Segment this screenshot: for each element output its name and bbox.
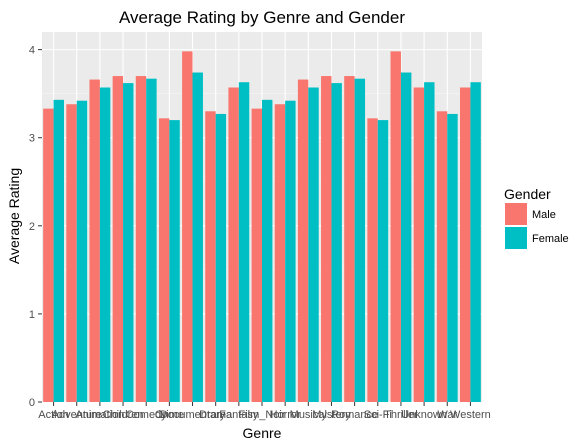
bar-female-film_noir — [262, 99, 273, 402]
x-tick-label: Fantasy — [219, 409, 259, 421]
bar-female-action — [53, 99, 64, 402]
bar-female-horror — [285, 100, 296, 402]
bar-female-crime — [169, 120, 180, 402]
bar-male-drama — [205, 111, 216, 403]
bars — [43, 51, 481, 403]
y-tick-label: 2 — [29, 221, 35, 233]
bar-female-children — [123, 83, 134, 402]
bar-female-war — [447, 113, 458, 402]
bar-male-romance — [344, 76, 355, 403]
legend: Gender Male Female — [504, 186, 569, 249]
legend-label-female: Female — [532, 233, 569, 245]
bar-female-musical — [308, 87, 319, 402]
bar-male-fantasy — [228, 87, 239, 402]
x-tick-label: War — [437, 409, 457, 421]
x-tick-label: Horror — [270, 409, 302, 421]
bar-female-western — [470, 82, 481, 402]
bar-male-sci-fi — [367, 118, 378, 402]
bar-male-war — [436, 111, 448, 403]
chart-title: Average Rating by Genre and Gender — [119, 8, 405, 27]
bar-female-drama — [215, 113, 227, 402]
bar-male-comedy — [135, 76, 147, 403]
y-tick-label: 1 — [29, 309, 35, 321]
x-tick-label: Romance — [331, 409, 378, 421]
bar-female-comedy — [146, 78, 157, 402]
bar-female-sci-fi — [377, 120, 389, 402]
y-axis: 0 1 2 3 4 — [29, 45, 42, 409]
bar-male-animation — [89, 79, 100, 403]
bar-male-horror — [274, 104, 286, 402]
bar-female-adventure — [76, 100, 88, 402]
y-tick-label: 4 — [29, 45, 35, 57]
bar-female-fantasy — [238, 82, 250, 402]
x-tick-label: Action — [38, 409, 69, 421]
bar-male-thriller — [390, 51, 401, 402]
x-tick-label: Adventure — [52, 409, 102, 421]
bar-male-musical — [297, 79, 309, 403]
bar-male-children — [112, 76, 124, 403]
x-tick-label: Sci-Fi — [364, 409, 392, 421]
bar-male-crime — [158, 118, 170, 402]
y-axis-title: Average Rating — [6, 168, 22, 264]
x-tick-label: Animation — [75, 409, 124, 421]
x-tick-label: Comedy — [126, 409, 167, 421]
x-tick-label: Musical — [290, 409, 327, 421]
legend-title: Gender — [504, 186, 551, 202]
x-tick-label: Unknown — [401, 409, 447, 421]
bar-female-thriller — [400, 72, 412, 403]
y-tick-label: 0 — [29, 397, 35, 409]
legend-label-male: Male — [532, 209, 556, 221]
bar-male-documentary — [182, 51, 193, 402]
bar-male-unknown — [413, 87, 425, 402]
bar-male-film_noir — [251, 108, 262, 403]
x-tick-label: Film_Noir — [238, 409, 285, 421]
y-tick-label: 3 — [29, 133, 35, 145]
legend-key-female — [505, 227, 527, 249]
x-tick-label: Western — [450, 409, 491, 421]
legend-key-male — [505, 203, 527, 225]
x-tick-label: Mystery — [312, 409, 351, 421]
bar-male-western — [460, 87, 471, 402]
x-tick-label: Documentary — [160, 409, 226, 421]
x-axis-title: Genre — [243, 425, 282, 441]
bar-female-mystery — [331, 83, 342, 402]
bar-female-animation — [99, 87, 111, 402]
x-tick-label: Thriller — [384, 409, 418, 421]
x-tick-label: Drama — [199, 409, 233, 421]
bar-male-mystery — [321, 76, 332, 403]
bar-male-action — [43, 108, 54, 403]
x-axis: ActionAdventureAnimationChildrenComedyCr… — [38, 402, 491, 421]
x-tick-label: Children — [103, 409, 144, 421]
bar-male-adventure — [66, 104, 77, 402]
bar-female-documentary — [192, 72, 203, 403]
bar-female-unknown — [424, 82, 435, 402]
x-tick-label: Crime — [155, 409, 184, 421]
bar-female-romance — [354, 78, 366, 402]
